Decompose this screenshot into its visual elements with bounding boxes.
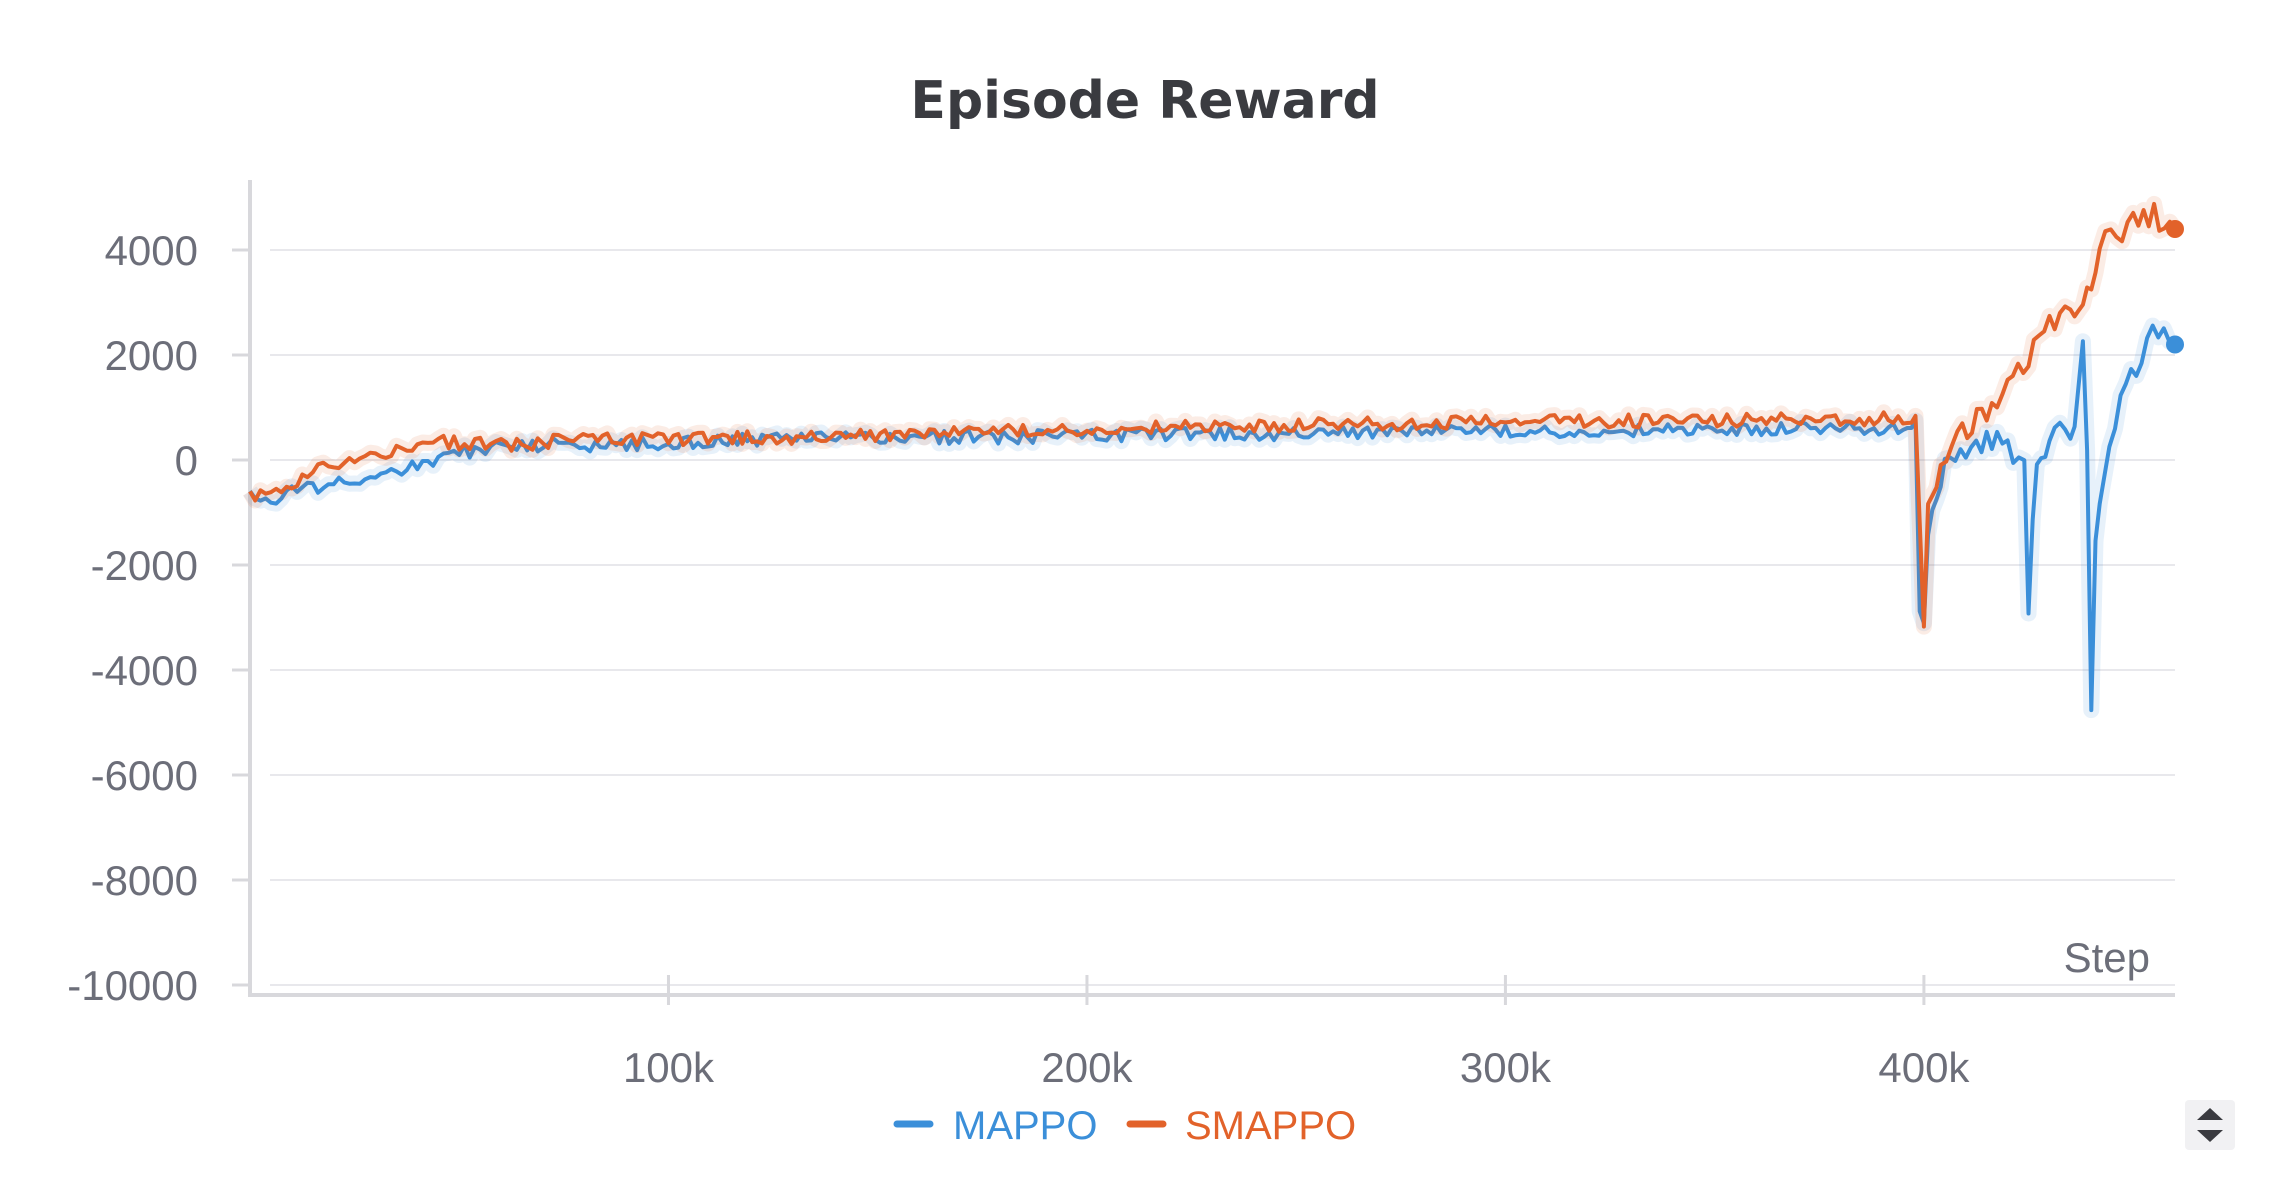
y-tick-label: -10000: [67, 962, 198, 1009]
legend[interactable]: MAPPO SMAPPO: [893, 1104, 1356, 1148]
y-tick-label: 2000: [105, 332, 198, 379]
series-line-mappo[interactable]: [248, 323, 2176, 713]
y-tick-label: 4000: [105, 227, 198, 274]
axis-layer: 4000 2000 0 -2000 -4000 -6000 -8000 -10000 100k 2…: [67, 180, 2175, 1091]
y-tick-label: -8000: [91, 857, 198, 904]
legend-label-smappo: SMAPPO: [1185, 1104, 1356, 1148]
x-tick-label: 200k: [1041, 1044, 1133, 1091]
x-axis-label: Step: [2064, 934, 2150, 981]
legend-item-smappo[interactable]: SMAPPO: [1126, 1104, 1356, 1148]
legend-item-mappo[interactable]: MAPPO: [893, 1104, 1097, 1148]
y-tick-label: 0: [175, 437, 198, 484]
y-tick-label: -4000: [91, 647, 198, 694]
series-band-mappo: [243, 317, 2179, 719]
x-tick-label: 300k: [1460, 1044, 1552, 1091]
up-down-arrows-icon: [2197, 1108, 2223, 1142]
legend-scroll-button[interactable]: [2185, 1100, 2235, 1150]
chart-title: Episode Reward: [910, 71, 1379, 131]
series-line-smappo[interactable]: [248, 201, 2177, 629]
legend-label-mappo: MAPPO: [953, 1104, 1097, 1148]
x-tick-label: 100k: [623, 1044, 715, 1091]
y-tick-label: -2000: [91, 542, 198, 589]
series-endpoint-mappo: [2166, 335, 2184, 354]
grid-layer: [270, 249, 2175, 986]
series-layer: [243, 195, 2184, 719]
y-tick-label: -6000: [91, 752, 198, 799]
series-endpoint-smappo: [2166, 220, 2184, 238]
x-tick-label: 400k: [1878, 1044, 1970, 1091]
